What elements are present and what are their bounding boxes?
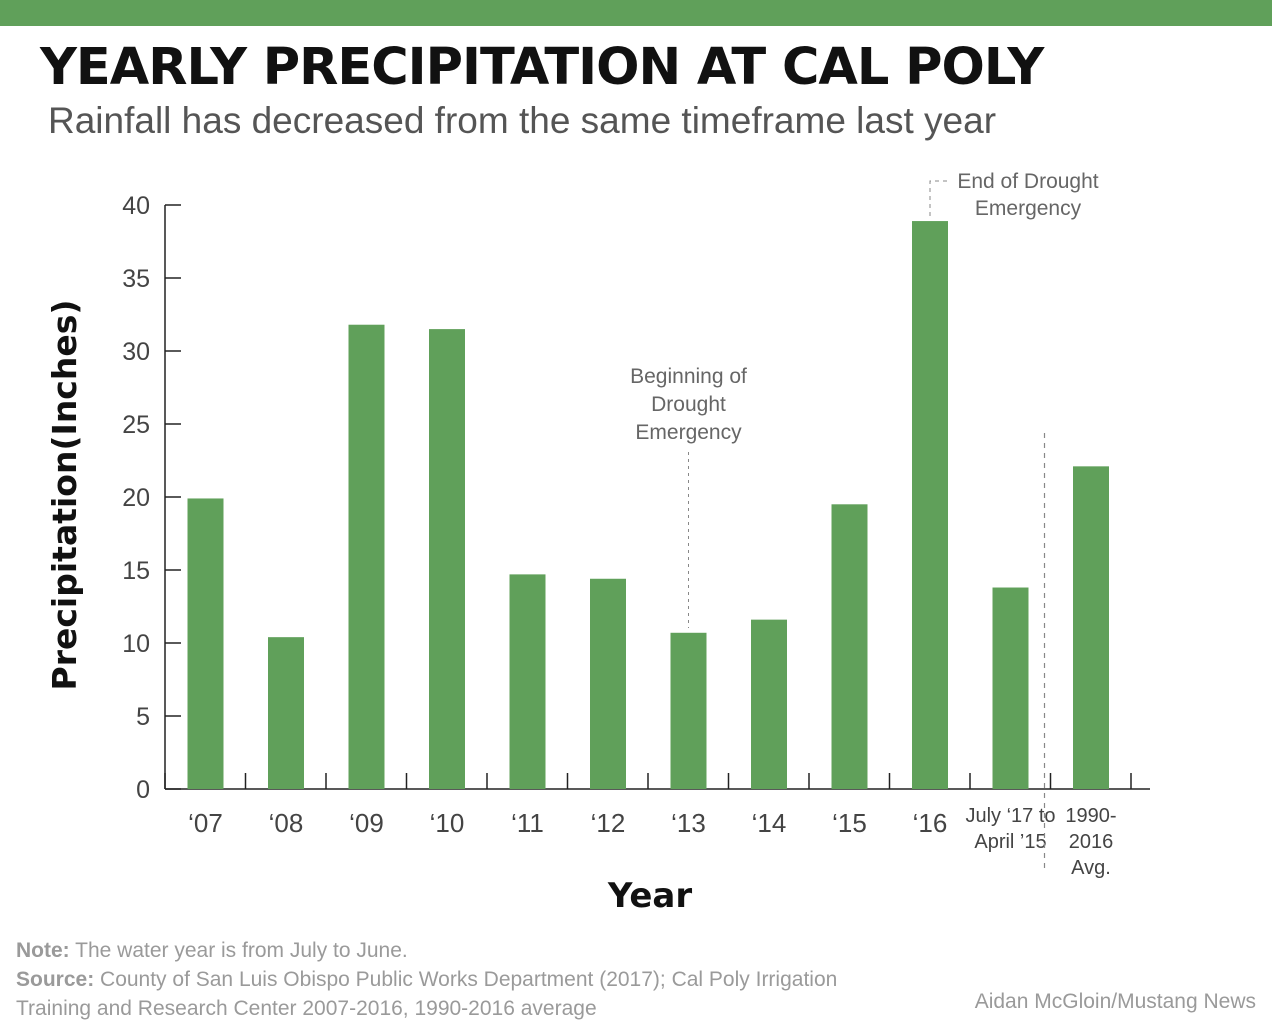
x-tick-label: ‘13 <box>671 808 706 838</box>
bar <box>348 324 385 789</box>
x-axis-title: Year <box>607 876 693 916</box>
bar <box>429 329 465 789</box>
y-tick-label: 0 <box>136 776 150 804</box>
page-subtitle: Rainfall has decreased from the same tim… <box>48 100 997 141</box>
y-tick-label: 35 <box>122 265 150 293</box>
bar <box>670 632 707 789</box>
y-tick-label: 30 <box>122 338 150 366</box>
bar <box>590 578 626 789</box>
x-tick-label: ‘14 <box>752 808 787 838</box>
bar <box>187 498 224 789</box>
note-label: Note: <box>16 939 70 962</box>
bar <box>268 637 304 789</box>
x-tick-label: ‘11 <box>511 808 544 838</box>
note-text: The water year is from July to June. <box>69 939 408 962</box>
source-line: Source: County of San Luis Obispo Public… <box>16 965 876 1023</box>
x-tick-label: ‘08 <box>269 808 304 838</box>
x-tick-label: ‘09 <box>349 808 384 838</box>
y-tick-label: 5 <box>136 703 150 731</box>
page-title: YEARLY PRECIPITATION AT CAL POLY <box>40 38 1044 97</box>
bar <box>912 221 948 789</box>
y-tick-label: 15 <box>122 557 150 585</box>
y-axis-title: Precipitation(Inches) <box>45 300 84 691</box>
footer-notes: Note: The water year is from July to Jun… <box>16 936 876 1023</box>
bar <box>831 504 868 789</box>
bar <box>992 587 1029 789</box>
y-tick-label: 40 <box>122 192 150 220</box>
bar <box>509 574 546 789</box>
x-tick-label: July ‘17 to April ’15 <box>965 805 1055 853</box>
x-tick-label: 1990-2016 Avg. <box>1065 805 1116 879</box>
x-tick-label: ‘16 <box>913 808 948 838</box>
annotation-drought-end: End of Drought Emergency <box>957 170 1098 220</box>
y-tick-label: 20 <box>122 484 150 512</box>
annotation-drought-begin: Beginning of Drought Emergency <box>630 365 747 444</box>
annotation-leader-end <box>929 180 950 216</box>
x-tick-label: ‘15 <box>832 808 867 838</box>
top-accent-bar <box>0 0 1272 26</box>
x-tick-label: ‘10 <box>430 808 465 838</box>
bar <box>1073 466 1109 789</box>
y-tick-label: 10 <box>122 630 150 658</box>
source-label: Source: <box>16 968 95 991</box>
x-tick-label: ‘12 <box>591 808 626 838</box>
x-tick-label: ‘07 <box>188 808 223 838</box>
note-line: Note: The water year is from July to Jun… <box>16 936 876 965</box>
source-text: County of San Luis Obispo Public Works D… <box>16 968 838 1020</box>
credit-line: Aidan McGloin/Mustang News <box>974 990 1256 1013</box>
bar <box>751 619 787 789</box>
y-tick-label: 25 <box>122 411 150 439</box>
